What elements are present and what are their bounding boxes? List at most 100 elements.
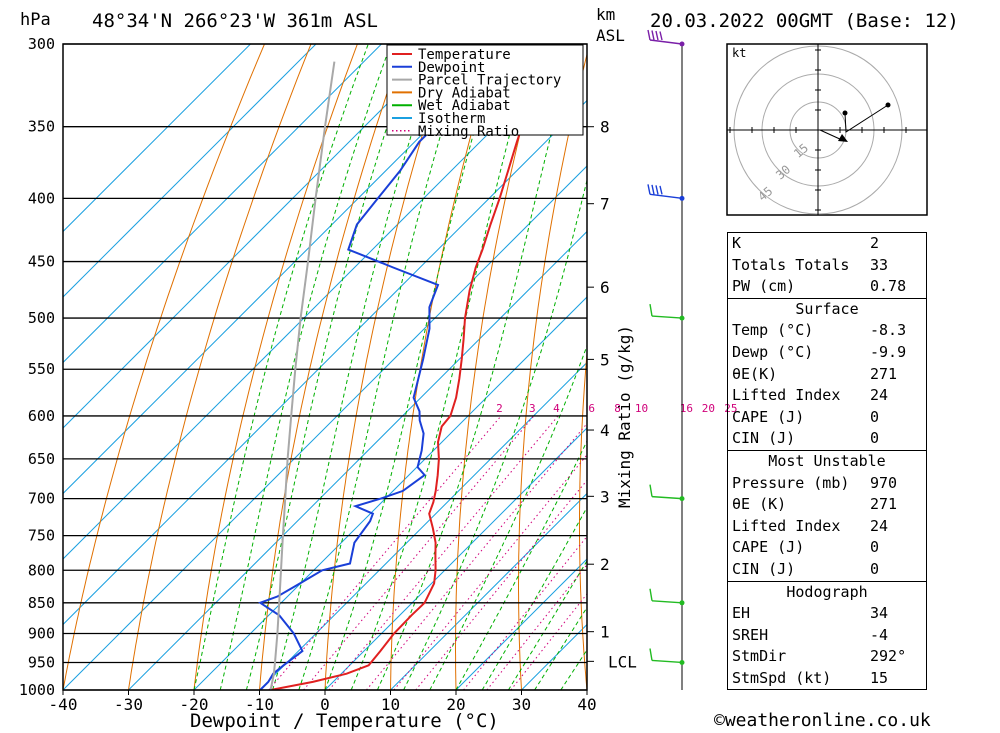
parcel-trajectory-line [269,61,336,690]
x-tick-label: -30 [114,695,143,714]
pressure-tick-label: 400 [28,189,55,207]
wet-adiabat-line [429,344,587,690]
dry-adiabat-line [324,44,451,690]
dry-adiabat-line [639,44,683,690]
hodograph-index-label: StmSpd (kt) [732,668,832,687]
wet-adiabat-line [298,44,469,690]
pressure-tick-label: 350 [28,118,55,136]
legend-label: Isotherm [418,111,485,127]
surface-index-row: CIN (J) 0 [728,428,926,450]
surface-index-label: θE(K) [732,364,778,383]
mixing-ratio-value-label: 2 [496,402,503,415]
temperature-line [270,44,551,690]
most-unstable-index-label: CAPE (J) [732,538,805,557]
surface-title: Surface [795,299,859,318]
legend-label: Temperature [418,47,511,63]
isotherm-line [63,44,513,495]
mixing-ratio-value-label: 10 [635,402,648,415]
wind-barb-shaft [651,495,683,500]
hodograph-index-value: 292° [870,647,907,666]
mixing-ratio-value-label: 8 [614,402,621,415]
hodograph-index-value: 34 [870,604,889,623]
wind-barb-tick [659,31,663,41]
wind-barb-tick [659,185,663,195]
wind-barb-tick [649,484,653,497]
hodograph-indices-box: Hodograph EH 34 SREH -4 StmDir 292° StmSpd (kt… [727,580,927,691]
wind-barbs [647,29,685,690]
pressure-tick-label: 1000 [19,681,55,699]
isotherm-line [128,230,587,690]
basic-index-row: PW (cm) 0.78 [728,276,926,298]
legend-label: Parcel Trajectory [418,73,561,89]
mixing-ratio-axis-title: Mixing Ratio (g/kg) [615,325,634,508]
most-unstable-index-label: θE (K) [732,495,787,514]
hodograph-unit-label: kt [732,46,746,60]
km-tick-label: 1 [600,623,610,642]
x-tick-label: -10 [245,695,274,714]
profile-series [257,44,551,690]
isotherm-line [63,44,382,364]
basic-index-value: 2 [870,234,880,252]
basic-index-label: K [732,234,742,252]
wet-adiabat-line [350,44,535,690]
dry-adiabat-line [63,44,265,690]
hodograph-index-row: SREH -4 [728,625,926,647]
dewpoint-line [257,44,502,690]
surface-index-value: 0 [870,429,880,448]
wet-adiabat-line [403,178,587,690]
pressure-tick-label: 500 [28,309,55,327]
hodograph-index-value: 15 [870,668,889,687]
mixing-ratio-value-label: 6 [588,402,595,415]
basic-index-value: 33 [870,255,889,274]
basic-index-label: Totals Totals [732,255,850,274]
wind-barb-tick [647,184,651,195]
most-unstable-index-row: Lifted Index 24 [728,516,926,538]
most-unstable-index-value: 0 [870,559,880,578]
storm-motion-marker [838,134,848,142]
surface-index-label: Dewp (°C) [732,342,814,361]
most-unstable-index-label: Pressure (mb) [732,473,850,492]
basic-index-value: 0.78 [870,277,907,296]
most-unstable-index-row: CAPE (J) 0 [728,537,926,559]
mixing-ratio-value-label: 16 [680,402,693,415]
legend-label: Mixing Ratio [418,124,519,140]
isotherm-line [63,44,251,233]
isotherm-line [63,99,587,626]
km-tick-label: 7 [600,195,610,214]
dry-adiabat-line [518,52,587,690]
hodograph-point [885,102,891,108]
most-unstable-index-value: 24 [870,516,889,535]
location-label: 48°34'N 266°23'W 361m ASL [92,10,378,32]
surface-index-label: CAPE (J) [732,407,805,426]
isotherm-line [390,492,587,690]
most-unstable-title: Most Unstable [768,451,886,470]
most-unstable-index-row: Pressure (mb) 970 [728,473,926,495]
km-tick-label: 6 [600,278,610,297]
pressure-tick-label: 800 [28,561,55,579]
mixing-ratio-value-label: 3 [529,402,536,415]
dry-adiabat-line [958,44,1000,690]
datetime-label: 20.03.2022 00GMT (Base: 12) [650,10,959,32]
wind-barb-tick [655,185,659,195]
surface-index-row: Lifted Index 24 [728,385,926,407]
pressure-tick-label: 650 [28,450,55,468]
pressure-tick-label: 600 [28,407,55,425]
x-tick-label: -20 [180,695,209,714]
pressure-tick-label: 750 [28,527,55,545]
isotherm-line [455,558,587,690]
isotherm-line [63,165,587,690]
most-unstable-index-value: 271 [870,495,898,514]
km-unit-label: km [596,5,615,24]
surface-index-row: Temp (°C) -8.3 [728,320,926,342]
km-tick-label: 5 [600,350,610,369]
legend-label: Dry Adiabat [418,85,511,101]
pressure-tick-label: 450 [28,253,55,271]
km-tick-label: 3 [600,487,610,506]
hodograph-index-row: StmDir 292° [728,646,926,668]
surface-index-value: 0 [870,407,880,426]
wind-barb-shaft [649,193,683,200]
hodograph-index-label: EH [732,604,751,623]
storm-motion-line [819,129,843,141]
